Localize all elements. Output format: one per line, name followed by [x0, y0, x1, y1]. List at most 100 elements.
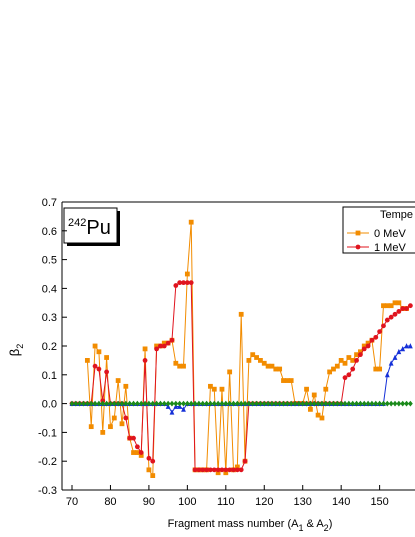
marker — [396, 300, 402, 306]
marker — [200, 467, 206, 473]
marker — [384, 317, 390, 323]
marker — [238, 311, 244, 317]
marker — [277, 400, 283, 407]
marker — [154, 343, 159, 349]
marker — [273, 400, 279, 407]
marker — [369, 400, 375, 407]
marker — [354, 400, 359, 407]
marker — [127, 400, 133, 407]
marker — [173, 360, 179, 366]
marker — [142, 400, 148, 407]
marker — [184, 271, 190, 277]
marker — [242, 458, 248, 464]
marker — [231, 467, 236, 473]
marker — [381, 400, 386, 407]
marker — [334, 400, 340, 407]
x-label-part: & A — [303, 518, 324, 530]
marker — [300, 400, 306, 407]
marker — [377, 366, 383, 372]
marker — [215, 467, 221, 473]
marker — [304, 386, 309, 392]
marker — [150, 400, 156, 407]
marker — [81, 400, 86, 407]
marker — [327, 400, 333, 407]
marker — [177, 400, 183, 407]
marker — [131, 435, 136, 441]
x-tick-label: 140 — [332, 496, 350, 508]
marker — [261, 360, 267, 366]
marker — [119, 400, 125, 407]
marker — [123, 383, 129, 389]
marker — [104, 369, 110, 375]
marker — [342, 375, 348, 381]
x-tick-label: 90 — [143, 496, 155, 508]
marker — [138, 450, 144, 455]
marker — [242, 400, 248, 407]
y-tick-label: -0.2 — [38, 456, 57, 468]
marker — [100, 400, 106, 407]
marker — [388, 400, 394, 407]
marker — [154, 346, 159, 352]
marker — [238, 467, 244, 473]
marker — [261, 400, 267, 407]
x-label-sub: 2 — [324, 523, 329, 533]
y-label-symbol: β — [7, 349, 22, 356]
marker — [304, 400, 309, 407]
marker — [134, 450, 140, 455]
y-tick-label: 0.6 — [42, 226, 57, 238]
legend: Tempe 0 MeV 1 MeV — [342, 206, 415, 254]
marker — [292, 400, 298, 407]
marker — [150, 458, 156, 464]
marker — [319, 400, 325, 407]
marker — [388, 314, 394, 320]
y-tick-label: 0.4 — [42, 283, 57, 295]
marker — [88, 424, 94, 430]
legend-title: Tempe — [380, 209, 413, 221]
marker — [365, 400, 371, 407]
marker — [288, 400, 294, 407]
marker — [354, 358, 359, 363]
marker — [134, 444, 140, 450]
marker — [392, 354, 398, 360]
marker — [96, 366, 102, 372]
marker — [234, 464, 240, 470]
x-tick-label: 110 — [217, 496, 235, 508]
y-tick-label: 0.7 — [42, 197, 57, 209]
marker — [392, 300, 398, 306]
marker — [404, 400, 409, 407]
marker — [246, 358, 252, 363]
marker — [323, 400, 329, 407]
marker — [84, 358, 90, 363]
marker — [365, 340, 371, 346]
x-label-part: ) — [329, 518, 333, 530]
marker — [384, 371, 390, 378]
y-tick-label: -0.3 — [38, 485, 57, 497]
marker — [400, 345, 406, 352]
x-tick-label: 100 — [178, 496, 196, 508]
legend-label: 1 MeV — [374, 242, 406, 254]
marker — [123, 400, 129, 407]
marker — [208, 400, 213, 407]
marker — [392, 311, 398, 317]
marker — [165, 400, 171, 407]
marker — [254, 400, 259, 407]
marker — [381, 303, 386, 309]
marker — [223, 400, 229, 407]
marker — [196, 400, 202, 407]
marker — [357, 400, 363, 407]
marker — [169, 409, 175, 415]
marker — [227, 369, 233, 375]
marker — [154, 400, 159, 407]
marker — [77, 400, 83, 407]
marker — [269, 363, 275, 369]
marker — [100, 430, 106, 435]
x-label-sub: 1 — [298, 523, 303, 533]
marker — [219, 467, 225, 473]
marker — [123, 415, 129, 421]
marker — [73, 400, 79, 407]
marker — [355, 230, 361, 236]
marker — [184, 280, 190, 286]
marker — [404, 343, 409, 349]
marker — [196, 467, 202, 473]
